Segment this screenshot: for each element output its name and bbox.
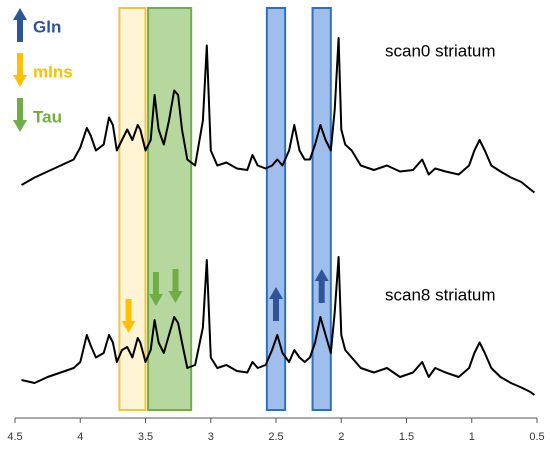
peak-arrow	[121, 299, 136, 333]
highlight-region	[147, 7, 193, 411]
peak-arrow	[148, 272, 163, 306]
spectrum-line	[21, 37, 536, 194]
highlight-region	[118, 7, 147, 411]
legend-arrow	[13, 53, 27, 87]
peak-arrow	[168, 269, 183, 303]
spectrum-line	[21, 256, 536, 396]
legend-label: Gln	[33, 17, 61, 36]
legend-label: Tau	[33, 107, 62, 126]
x-tick-label: 0.5	[529, 431, 544, 443]
highlight-region	[265, 7, 287, 411]
series-label: scan0 striatum	[385, 41, 496, 60]
x-tick-label: 4	[77, 431, 83, 443]
x-tick-label: 3	[208, 431, 214, 443]
highlight-region	[311, 7, 332, 411]
x-tick-label: 2.5	[268, 431, 283, 443]
peak-arrow	[269, 287, 283, 321]
legend-label: mIns	[33, 62, 73, 81]
x-tick-label: 4.5	[7, 431, 22, 443]
x-tick-label: 1	[469, 431, 475, 443]
x-tick-label: 2	[338, 431, 344, 443]
series-label: scan8 striatum	[385, 285, 496, 304]
peak-arrow	[314, 269, 329, 303]
legend-arrow	[13, 8, 27, 42]
x-tick-label: 3.5	[138, 431, 153, 443]
x-tick-label: 1.5	[399, 431, 414, 443]
legend-arrow	[13, 98, 27, 132]
